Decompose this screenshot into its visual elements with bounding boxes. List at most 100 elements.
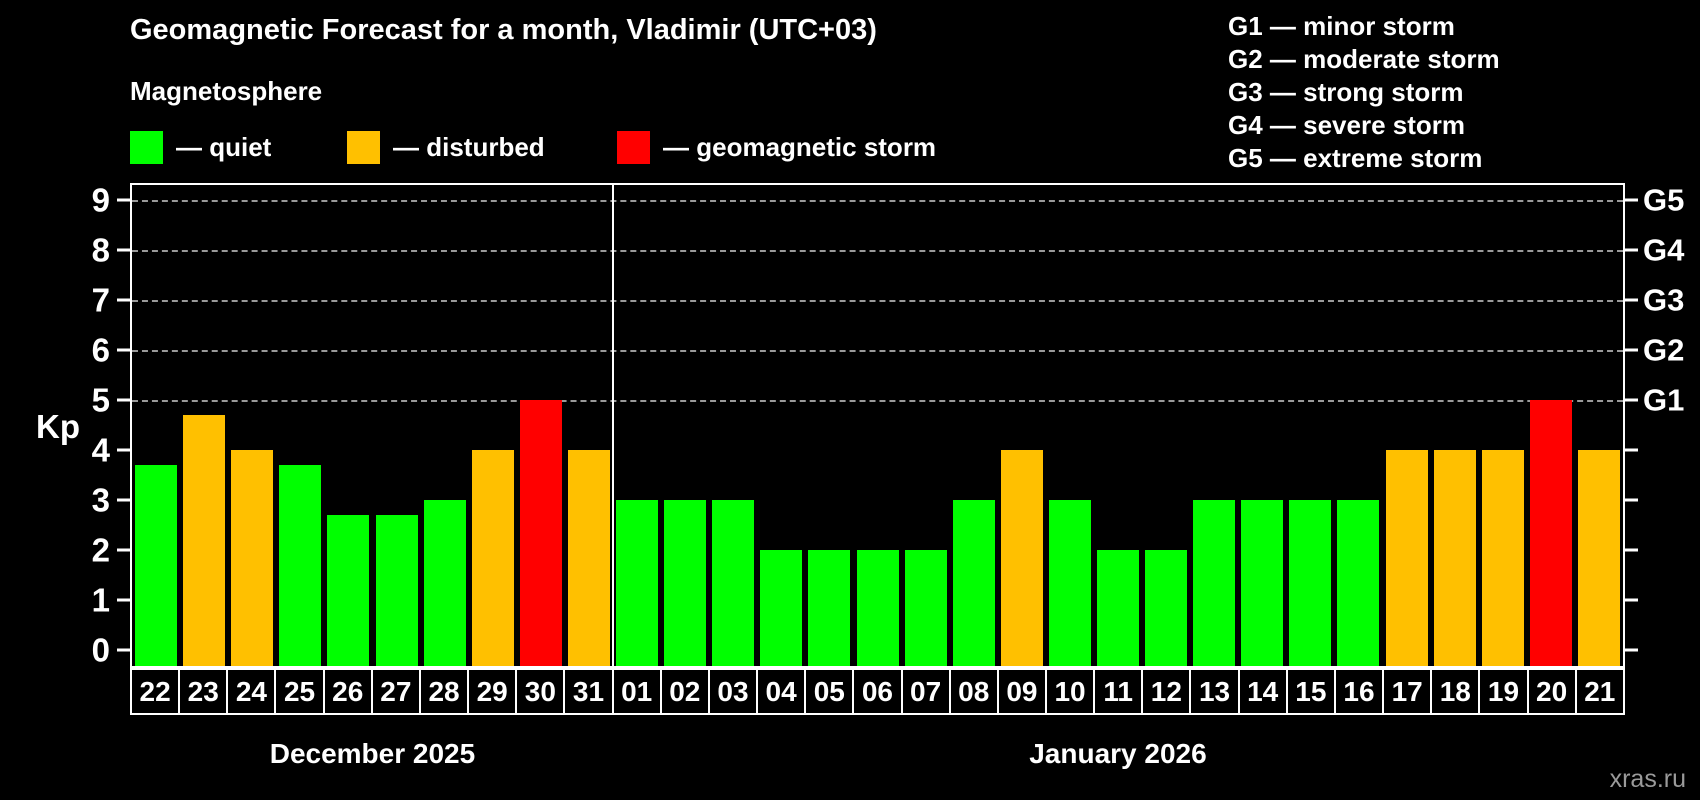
plot-area: 0 1 2 3 4 5 6 7 8 9 G1 G2 G3 G4 G5: [92, 183, 1684, 668]
day-label: 03: [707, 668, 759, 715]
legend-item-storm: — geomagnetic storm: [617, 130, 936, 164]
day-label: 29: [467, 668, 518, 715]
y-tick-left: [117, 548, 130, 552]
g-scale-legend: G1 — minor storm G2 — moderate storm G3 — …: [1228, 10, 1500, 175]
g-scale-legend-line: G4 — severe storm: [1228, 110, 1466, 140]
day-label: 28: [418, 668, 470, 715]
kp-bar: [1577, 450, 1620, 666]
g-axis-label-g4: G4: [1643, 232, 1685, 268]
y-tick-label: 4: [91, 431, 110, 469]
month-divider-line: [611, 185, 614, 666]
y-tick-label: 6: [91, 331, 110, 369]
kp-bar: [183, 415, 226, 666]
y-tick-left: [117, 398, 130, 402]
kp-bar: [567, 450, 610, 666]
kp-bar: [231, 450, 274, 666]
kp-bar: [1096, 550, 1139, 666]
y-tick-label: 2: [91, 531, 110, 569]
kp-bar: [712, 500, 755, 666]
day-label: 06: [852, 668, 903, 715]
month-label: January 2026: [1029, 738, 1207, 769]
day-label: 09: [996, 668, 1047, 715]
day-label: 14: [1237, 668, 1288, 715]
kp-bar: [1289, 500, 1332, 666]
kp-bar: [423, 500, 466, 666]
day-label: 22: [130, 668, 181, 715]
legend-item-label: — disturbed: [393, 131, 545, 162]
y-axis-label: Kp: [36, 408, 80, 445]
kp-bar: [135, 465, 178, 666]
g-axis-label-g2: G2: [1643, 332, 1685, 368]
y-tick-label: 9: [91, 181, 110, 219]
gridline-kp7: [132, 300, 1623, 302]
y-tick-label: 7: [91, 281, 110, 319]
day-label: 31: [563, 668, 614, 715]
day-label: 19: [1478, 668, 1529, 715]
y-tick-label: 3: [91, 481, 110, 519]
kp-bar: [519, 400, 562, 666]
kp-bar: [904, 550, 947, 666]
day-label: 30: [515, 668, 566, 715]
gridline-kp5: [132, 400, 1623, 402]
day-label: 17: [1382, 668, 1433, 715]
day-label: 23: [178, 668, 229, 715]
legend-item-label: — quiet: [176, 131, 272, 162]
day-label: 20: [1526, 668, 1577, 715]
gridline-kp6: [132, 350, 1623, 352]
kp-bar: [760, 550, 803, 666]
kp-bar: [616, 500, 659, 666]
day-label: 10: [1044, 668, 1096, 715]
kp-bar: [1337, 500, 1380, 666]
y-tick-label: 1: [91, 581, 110, 619]
kp-bar: [1000, 450, 1043, 666]
day-label: 25: [274, 668, 325, 715]
g-axis-label-g3: G3: [1643, 282, 1685, 318]
storm-swatch: [617, 130, 650, 164]
day-label: 08: [948, 668, 999, 715]
day-label: 27: [370, 668, 421, 715]
y-tick-left: [117, 248, 130, 252]
day-label: 07: [900, 668, 951, 715]
y-tick-right: [1625, 398, 1638, 402]
y-tick-right: [1625, 598, 1638, 602]
g-scale-legend-line: G2 — moderate storm: [1228, 44, 1500, 74]
g-axis-label-g1: G1: [1643, 382, 1685, 418]
day-axis: 22 23 24 25 26 27 28 29 30 31 01 02 03 04 05 06 07 08 09 10…: [130, 668, 1625, 715]
y-tick-right: [1625, 348, 1638, 352]
kp-bar: [1529, 400, 1572, 666]
day-label: 15: [1285, 668, 1336, 715]
y-tick-left: [117, 598, 130, 602]
quiet-swatch: [130, 130, 163, 164]
y-tick-left: [117, 498, 130, 502]
kp-bar: [327, 515, 370, 666]
gridline-kp8: [132, 250, 1623, 252]
y-tick-left: [117, 348, 130, 352]
day-label: 05: [804, 668, 855, 715]
chart-title: Geomagnetic Forecast for a month, Vladim…: [130, 14, 877, 46]
kp-bar: [1193, 500, 1236, 666]
day-label: 24: [226, 668, 277, 715]
day-label: 13: [1189, 668, 1240, 715]
y-tick-label: 8: [91, 231, 110, 269]
y-tick-left: [117, 648, 130, 652]
day-label: 16: [1333, 668, 1385, 715]
disturbed-swatch: [347, 130, 380, 164]
day-label: 21: [1574, 668, 1625, 715]
day-label: 01: [611, 668, 662, 715]
y-tick-label: 5: [91, 381, 110, 419]
kp-bar: [1481, 450, 1524, 666]
day-label: 11: [1093, 668, 1144, 715]
g-axis-label-g5: G5: [1643, 182, 1685, 218]
y-tick-right: [1625, 648, 1638, 652]
g-scale-legend-line: G3 — strong storm: [1228, 77, 1464, 107]
kp-bar: [664, 500, 707, 666]
kp-bar: [952, 500, 995, 666]
y-tick-left: [117, 448, 130, 452]
y-tick-right: [1625, 298, 1638, 302]
kp-bar: [808, 550, 851, 666]
y-tick-right: [1625, 548, 1638, 552]
day-label: 18: [1430, 668, 1481, 715]
kp-bar: [1145, 550, 1188, 666]
g-scale-legend-line: G5 — extreme storm: [1228, 143, 1483, 173]
